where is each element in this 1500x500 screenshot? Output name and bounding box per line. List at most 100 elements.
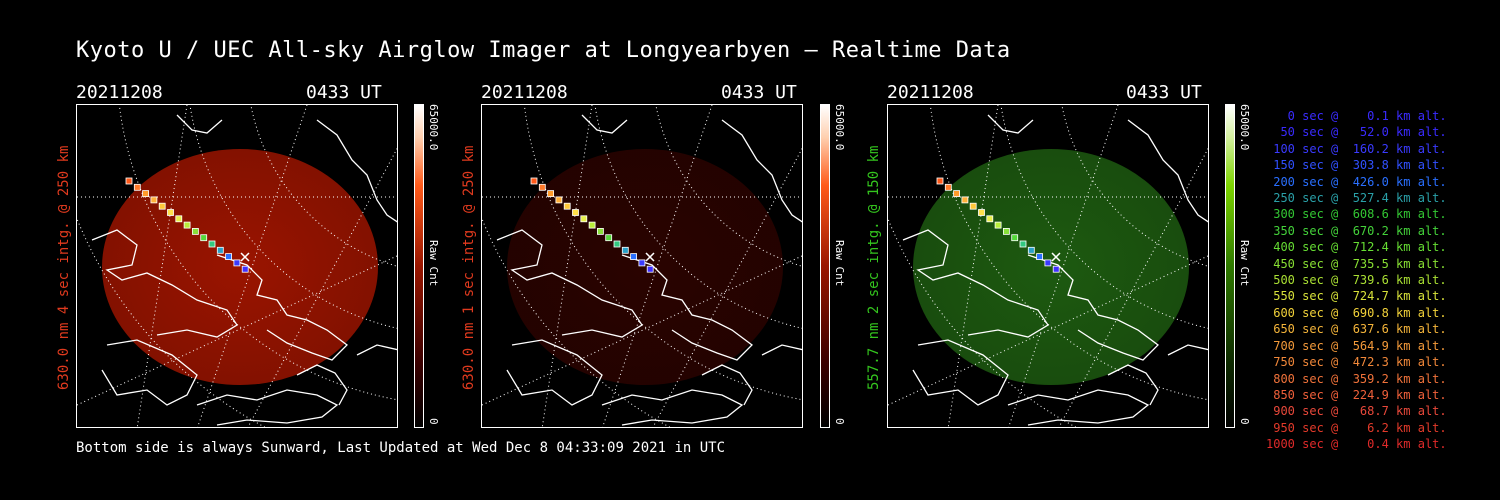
longitude-grid-line [652, 147, 802, 427]
longitude-grid-line [247, 147, 397, 427]
longitude-grid-line [888, 255, 1208, 406]
coastline [101, 339, 198, 406]
track-point [1036, 253, 1044, 261]
map-overlay [888, 105, 1208, 427]
track-point [638, 259, 646, 267]
track-point [1003, 228, 1010, 235]
colorbar-unit: Raw Cnt [833, 240, 846, 287]
coastline [356, 344, 397, 356]
track-point [953, 190, 960, 197]
map-overlay [482, 105, 802, 427]
track-point [547, 190, 554, 197]
legend-row: 150 sec @ 303.8 km alt. [1266, 158, 1447, 173]
coastline [1167, 344, 1208, 356]
track-point [1027, 246, 1035, 254]
station-marker-icon [1051, 252, 1061, 262]
sky-image [913, 149, 1189, 385]
track-point [133, 183, 141, 191]
legend-row: 350 sec @ 670.2 km alt. [1266, 223, 1447, 238]
panel-time: 0433 UT [306, 82, 382, 103]
colorbar-max: 65000.0 [427, 104, 440, 151]
colorbar [820, 104, 830, 428]
coastline [761, 344, 802, 356]
colorbar [414, 104, 424, 428]
track-point [175, 215, 183, 223]
coastline [1107, 364, 1159, 406]
track-point [572, 209, 579, 216]
coastline [496, 229, 643, 338]
legend-row: 700 sec @ 564.9 km alt. [1266, 338, 1447, 353]
legend-row: 250 sec @ 527.4 km alt. [1266, 191, 1447, 206]
panel-ylabel: 557.7 nm 2 sec intg. @ 150 km [866, 145, 882, 390]
track-point [961, 196, 969, 204]
legend-row: 650 sec @ 637.6 km alt. [1266, 322, 1447, 337]
track-point [183, 221, 191, 229]
coastline [621, 254, 753, 361]
legend-row: 300 sec @ 608.6 km alt. [1266, 207, 1447, 222]
track-point [1044, 259, 1052, 267]
colorbar-min: 0 [427, 418, 440, 425]
track-point [978, 209, 985, 216]
track-point [241, 265, 249, 273]
track-point [150, 196, 158, 204]
track-point [621, 246, 629, 254]
track-point [944, 183, 952, 191]
panel-time: 0433 UT [721, 82, 797, 103]
coastline [1007, 389, 1150, 426]
track-point [646, 265, 654, 273]
sky-image [507, 149, 783, 385]
track-point [563, 202, 571, 210]
track-point [233, 259, 241, 267]
legend-row: 0 sec @ 0.1 km alt. [1266, 109, 1447, 123]
track-point [142, 190, 149, 197]
track-point [125, 177, 133, 185]
legend-row: 800 sec @ 359.2 km alt. [1266, 371, 1447, 386]
legend-row: 850 sec @ 224.9 km alt. [1266, 387, 1447, 402]
coastline [506, 339, 603, 406]
airglow-image [76, 104, 398, 428]
panel-date: 20211208 [887, 82, 974, 103]
colorbar-unit: Raw Cnt [427, 240, 440, 287]
colorbar-max: 65000.0 [833, 104, 846, 151]
coastline [316, 119, 397, 223]
track-point [986, 215, 994, 223]
track-point [225, 253, 233, 261]
coastline [176, 114, 223, 134]
airglow-image [481, 104, 803, 428]
legend-row: 550 sec @ 724.7 km alt. [1266, 289, 1447, 304]
track-point [969, 202, 977, 210]
sky-image [102, 149, 378, 385]
track-point [1011, 234, 1019, 242]
status-footer: Bottom side is always Sunward, Last Upda… [76, 440, 726, 456]
legend-row: 750 sec @ 472.3 km alt. [1266, 355, 1447, 370]
colorbar [1225, 104, 1235, 428]
colorbar-unit: Raw Cnt [1238, 240, 1251, 287]
track-point [530, 177, 538, 185]
coastline [601, 389, 744, 426]
time-altitude-legend: 0 sec @ 0.1 km alt. 50 sec @ 52.0 km alt… [1266, 108, 1447, 453]
track-point [1052, 265, 1060, 273]
colorbar-min: 0 [1238, 418, 1251, 425]
coastline [196, 389, 339, 426]
legend-row: 950 sec @ 6.2 km alt. [1266, 420, 1447, 435]
track-point [158, 202, 166, 210]
legend-row: 600 sec @ 690.8 km alt. [1266, 305, 1447, 320]
coastline [721, 119, 802, 223]
legend-row: 50 sec @ 52.0 km alt. [1266, 125, 1447, 140]
legend-row: 500 sec @ 739.6 km alt. [1266, 273, 1447, 288]
track-point [538, 183, 546, 191]
track-point [597, 228, 604, 235]
track-point [216, 246, 224, 254]
track-point [630, 253, 638, 261]
colorbar-min: 0 [833, 418, 846, 425]
track-point [192, 228, 199, 235]
track-point [605, 234, 613, 242]
coastline [216, 254, 348, 361]
longitude-grid-line [1058, 147, 1208, 427]
legend-row: 400 sec @ 712.4 km alt. [1266, 240, 1447, 255]
coastline [91, 229, 238, 338]
track-point [936, 177, 944, 185]
coastline [1027, 254, 1159, 361]
station-marker-icon [645, 252, 655, 262]
track-point [1019, 240, 1027, 248]
